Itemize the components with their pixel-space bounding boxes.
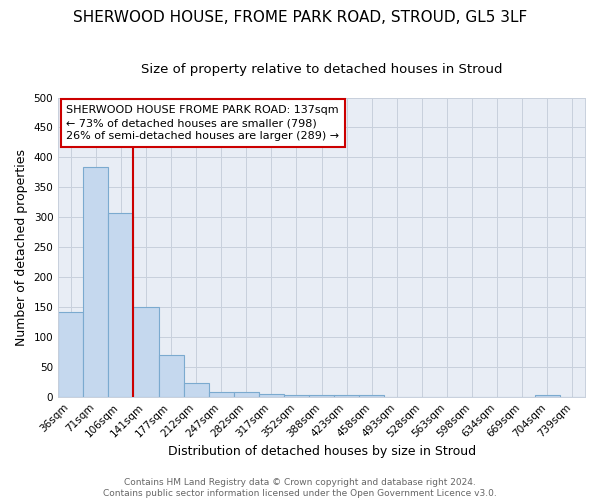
Bar bbox=[158, 356, 184, 397]
Bar bbox=[133, 308, 158, 397]
Bar bbox=[535, 396, 560, 397]
X-axis label: Distribution of detached houses by size in Stroud: Distribution of detached houses by size … bbox=[167, 444, 476, 458]
Bar bbox=[184, 383, 209, 397]
Text: SHERWOOD HOUSE, FROME PARK ROAD, STROUD, GL5 3LF: SHERWOOD HOUSE, FROME PARK ROAD, STROUD,… bbox=[73, 10, 527, 25]
Bar bbox=[259, 394, 284, 397]
Bar bbox=[284, 395, 309, 397]
Title: Size of property relative to detached houses in Stroud: Size of property relative to detached ho… bbox=[141, 62, 502, 76]
Bar bbox=[309, 395, 334, 397]
Bar bbox=[209, 392, 234, 397]
Bar bbox=[234, 392, 259, 397]
Text: Contains HM Land Registry data © Crown copyright and database right 2024.
Contai: Contains HM Land Registry data © Crown c… bbox=[103, 478, 497, 498]
Text: SHERWOOD HOUSE FROME PARK ROAD: 137sqm
← 73% of detached houses are smaller (798: SHERWOOD HOUSE FROME PARK ROAD: 137sqm ←… bbox=[66, 105, 339, 142]
Bar bbox=[58, 312, 83, 397]
Bar bbox=[109, 212, 133, 397]
Bar bbox=[83, 167, 109, 397]
Bar bbox=[334, 395, 359, 397]
Y-axis label: Number of detached properties: Number of detached properties bbox=[15, 149, 28, 346]
Bar bbox=[359, 395, 385, 397]
